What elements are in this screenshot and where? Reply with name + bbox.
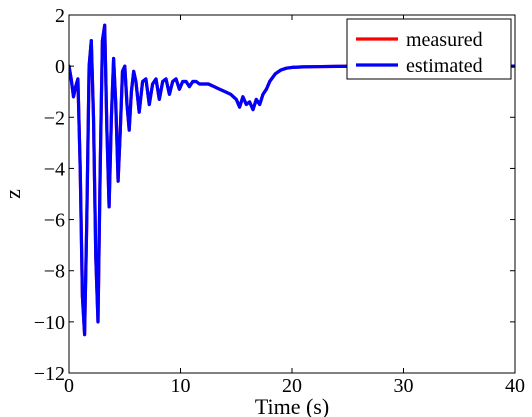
y-tick-label: 2 xyxy=(55,5,65,27)
legend-label-measured: measured xyxy=(406,29,483,51)
x-tick-label: 30 xyxy=(394,375,414,397)
x-axis-label: Time (s) xyxy=(255,394,329,417)
legend-label-estimated: estimated xyxy=(406,55,483,77)
x-tick-label: 10 xyxy=(171,375,191,397)
y-tick-label: −8 xyxy=(44,261,65,283)
y-tick-label: −6 xyxy=(44,210,65,232)
y-axis-label: z xyxy=(0,189,25,199)
x-tick-label: 20 xyxy=(282,375,302,397)
plot-area xyxy=(69,23,515,337)
y-tick-label: −2 xyxy=(44,107,65,129)
legend: measured estimated xyxy=(346,18,512,80)
y-tick-label: 0 xyxy=(55,56,65,78)
y-tick-label: −10 xyxy=(34,312,65,334)
series-line-estimated xyxy=(69,23,515,337)
y-tick-label: −12 xyxy=(34,363,65,385)
x-tick-label: 0 xyxy=(64,375,74,397)
legend-box xyxy=(346,18,512,80)
axis-ticks: 0 10 20 30 40 −12 −10 −8 −6 −4 −2 0 2 xyxy=(34,5,525,397)
y-tick-label: −4 xyxy=(44,158,65,180)
x-tick-label: 40 xyxy=(505,375,525,397)
